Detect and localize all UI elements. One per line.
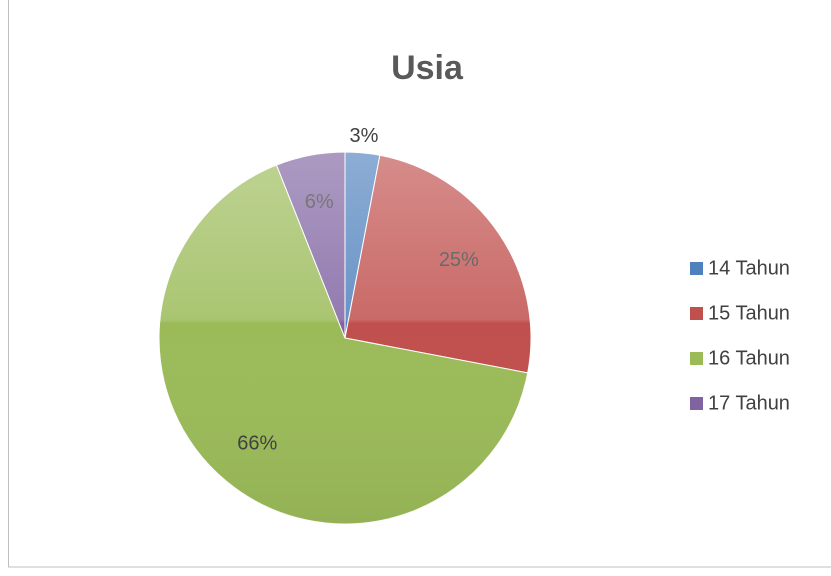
chart-title: Usia bbox=[391, 49, 464, 87]
legend-label: 17 Tahun bbox=[708, 392, 790, 414]
legend-swatch bbox=[690, 352, 703, 365]
data-label: 6% bbox=[305, 191, 334, 213]
data-label: 25% bbox=[439, 249, 479, 271]
data-label: 3% bbox=[350, 125, 379, 147]
legend-label: 16 Tahun bbox=[708, 347, 790, 369]
legend-label: 15 Tahun bbox=[708, 302, 790, 324]
data-label: 66% bbox=[237, 432, 277, 454]
legend-swatch bbox=[690, 262, 703, 275]
legend-label: 14 Tahun bbox=[708, 257, 790, 279]
legend-swatch bbox=[690, 307, 703, 320]
legend-swatch bbox=[690, 397, 703, 410]
